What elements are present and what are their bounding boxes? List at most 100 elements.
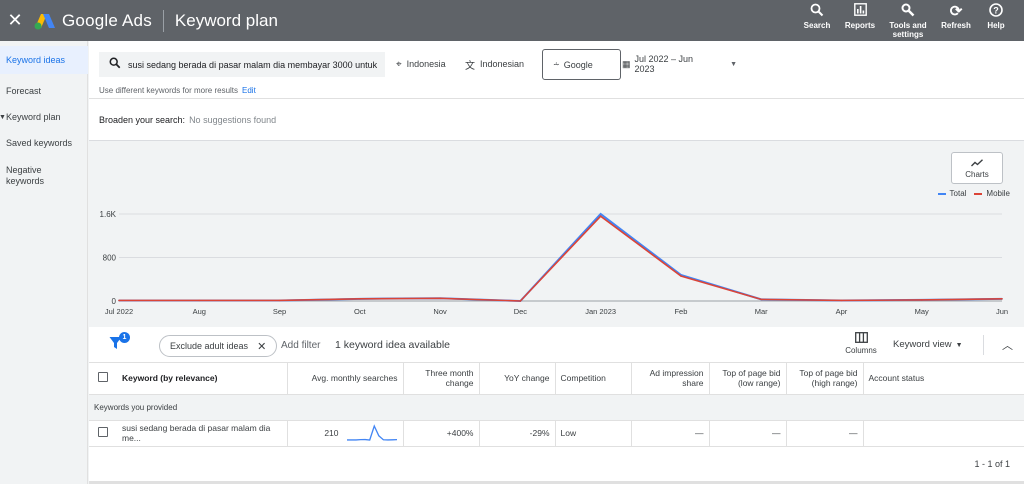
legend-item-mobile[interactable]: Mobile (974, 189, 1010, 198)
chevron-up-icon[interactable]: ︿ (1002, 340, 1013, 352)
help-icon: ? (989, 3, 1003, 21)
ad-share-cell: — (631, 420, 710, 447)
data-point-mobile (519, 300, 522, 302)
data-point-mobile (118, 299, 120, 302)
select-all-checkbox-cell (89, 363, 117, 395)
pagination-text: 1 - 1 of 1 (974, 459, 1010, 469)
keyword-search-field[interactable]: susi sedang berada di pasar malam dia me… (99, 52, 385, 77)
row-checkbox[interactable] (98, 427, 108, 437)
search-query-text: susi sedang berada di pasar malam dia me… (128, 59, 378, 70)
refresh-button[interactable]: ⟳ Refresh (934, 0, 978, 41)
keyword-cell[interactable]: susi sedang berada di pasar malam dia me… (117, 420, 288, 447)
toolbar-divider (983, 335, 984, 355)
chart-legend: Total Mobile (930, 189, 1010, 198)
charts-button[interactable]: Charts (951, 152, 1003, 184)
reports-button[interactable]: Reports (838, 0, 882, 41)
page-title: Keyword plan (174, 10, 278, 30)
sidebar-item-forecast[interactable]: Forecast (0, 86, 88, 97)
sidebar-item-negative-keywords[interactable]: Negative keywords (0, 165, 60, 187)
line-chart: 0 800 1.6K Jul 2022 Aug Sep Oct Nov Dec Jan 2023 F… (100, 210, 1009, 316)
close-icon[interactable]: ✕ (7, 10, 23, 30)
filter-button[interactable]: 1 (109, 332, 130, 353)
trending-icon (971, 158, 983, 170)
date-range-value: Jul 2022 – Jun 2023 (634, 54, 694, 74)
edit-link[interactable]: Edit (242, 86, 256, 95)
keyword-view-dropdown[interactable]: Keyword view ▼ (893, 339, 963, 350)
group-label: Keywords you provided (89, 394, 1024, 421)
help-label: Help (987, 21, 1005, 30)
language-selector[interactable]: 文 Indonesian (465, 54, 524, 74)
legend-swatch-mobile (974, 192, 983, 195)
col-header-bid-low[interactable]: Top of page bid (low range) (709, 363, 787, 395)
select-all-checkbox[interactable] (98, 372, 108, 383)
refresh-label: Refresh (941, 21, 971, 30)
row-checkbox-cell (89, 420, 117, 447)
ideas-count-text: 1 keyword idea available (335, 339, 450, 351)
sparkline-line (346, 424, 397, 441)
y-tick-label: 0 (112, 297, 117, 306)
bid-low-cell: — (709, 420, 787, 447)
language-value: Indonesian (480, 59, 525, 69)
x-tick-label: Jan 2023 (585, 307, 616, 316)
table-header-row: Keyword (by relevance) Avg. monthly sear… (89, 363, 1024, 395)
avg-searches-cell: 210 (287, 420, 404, 447)
keyword-view-label: Keyword view (893, 339, 952, 350)
columns-label: Columns (845, 346, 877, 355)
y-tick-label: 1.6K (100, 210, 117, 219)
date-range-selector[interactable]: ▦ Jul 2022 – Jun 2023 ▼ (621, 54, 737, 74)
calendar-icon: ▦ (622, 58, 631, 69)
add-filter-button[interactable]: Add filter (281, 340, 321, 351)
x-tick-label: Dec (514, 307, 528, 316)
columns-button[interactable]: Columns (841, 332, 881, 355)
sidebar-item-label: Negative keywords (6, 165, 45, 186)
col-header-avg-searches[interactable]: Avg. monthly searches (287, 363, 404, 395)
location-value: Indonesia (406, 59, 446, 69)
chevron-down-icon: ▼ (730, 60, 737, 68)
account-status-cell (863, 420, 1024, 447)
help-button[interactable]: ? Help (978, 0, 1014, 41)
tools-settings-button[interactable]: Tools and settings (882, 0, 934, 41)
legend-item-total[interactable]: Total (937, 189, 966, 198)
exclude-adult-ideas-chip[interactable]: Exclude adult ideas ✕ (159, 335, 278, 357)
search-hint-text: Use different keywords for more results (99, 86, 239, 95)
legend-label-mobile: Mobile (986, 189, 1010, 198)
broaden-label: Broaden your search: (99, 114, 186, 125)
col-header-ad-share[interactable]: Ad impression share (631, 363, 710, 395)
sidebar-item-keyword-plan[interactable]: ▼ Keyword plan (0, 112, 88, 123)
svg-text:?: ? (993, 6, 999, 16)
col-header-bid-high[interactable]: Top of page bid (high range) (786, 363, 864, 395)
trend-sparkline (346, 424, 397, 441)
network-value: Google (563, 59, 593, 70)
search-icon (810, 3, 824, 21)
col-header-keyword[interactable]: Keyword (by relevance) (117, 363, 288, 395)
col-header-account-status[interactable]: Account status (863, 363, 1024, 395)
topbar-actions: Search Reports Tools and settings ⟳ Refr… (796, 0, 1024, 41)
translate-icon: 文 (465, 60, 475, 72)
search-label: Search (803, 21, 831, 30)
close-icon[interactable]: ✕ (257, 340, 267, 353)
sidebar-item-keyword-ideas[interactable]: Keyword ideas (0, 46, 88, 74)
sidebar-item-saved-keywords[interactable]: Saved keywords (0, 138, 88, 149)
topbar-overflow (1014, 0, 1024, 41)
table-row: susi sedang berada di pasar malam dia me… (89, 420, 1024, 447)
data-point-mobile (840, 299, 843, 302)
columns-icon (841, 332, 881, 346)
competition-cell: Low (555, 420, 632, 447)
data-point-mobile (599, 215, 602, 217)
data-point-total (599, 213, 602, 215)
network-selector[interactable]: ⩪ Google (542, 49, 621, 80)
legend-swatch-total (937, 192, 946, 195)
top-app-bar: ✕ Google Ads Keyword plan Search Reports (0, 0, 1024, 41)
sidebar-item-label: Keyword plan (6, 112, 61, 122)
wrench-icon (901, 3, 915, 21)
x-tick-label: Nov (433, 307, 447, 316)
search-hint: Use different keywords for more results E… (99, 86, 256, 95)
location-selector[interactable]: ⌖ Indonesia (396, 54, 446, 74)
col-header-competition[interactable]: Competition (555, 363, 632, 395)
refresh-icon: ⟳ (949, 3, 963, 20)
broaden-search-panel: Broaden your search: No suggestions foun… (89, 98, 1024, 141)
x-tick-label: Oct (354, 307, 367, 316)
col-header-three-month[interactable]: Three month change (403, 363, 480, 395)
search-button[interactable]: Search (796, 0, 838, 41)
col-header-yoy[interactable]: YoY change (479, 363, 556, 395)
